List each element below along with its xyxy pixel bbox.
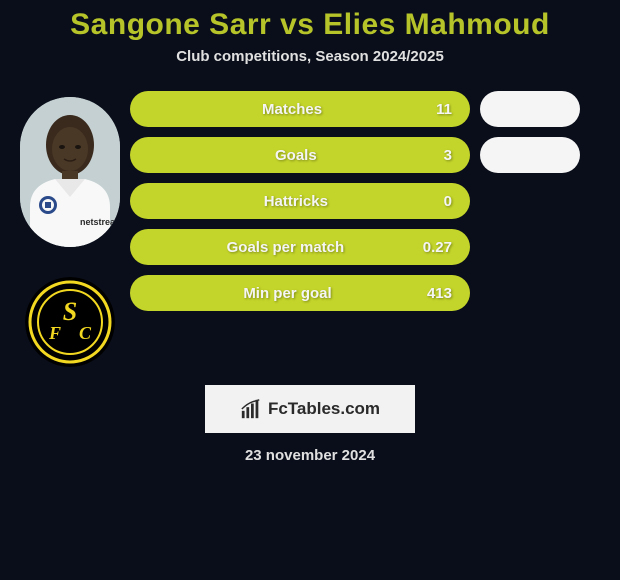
- stat-value-left: 0: [444, 193, 452, 210]
- footer-date: 23 november 2024: [245, 447, 375, 464]
- stat-pill-left: Min per goal 413: [130, 275, 470, 311]
- stat-row: Matches 11: [130, 91, 610, 127]
- stat-value-left: 413: [427, 285, 452, 302]
- page-subtitle: Club competitions, Season 2024/2025: [0, 48, 620, 65]
- stat-label: Goals per match: [148, 239, 423, 256]
- player-avatar-icon: netstream: [20, 97, 120, 247]
- stat-value-left: 11: [436, 101, 452, 118]
- svg-text:C: C: [79, 323, 92, 343]
- stat-label: Goals: [148, 147, 444, 164]
- svg-text:F: F: [48, 323, 61, 343]
- chart-bars-icon: [240, 398, 262, 420]
- stat-label: Min per goal: [148, 285, 427, 302]
- svg-text:S: S: [63, 297, 77, 326]
- stat-pill-right: [480, 137, 580, 173]
- stat-pill-right: [480, 91, 580, 127]
- stat-value-left: 3: [444, 147, 452, 164]
- comparison-card: Sangone Sarr vs Elies Mahmoud Club compe…: [0, 0, 620, 580]
- main-area: netstream S F C Matches 11: [0, 89, 620, 367]
- footer: FcTables.com 23 november 2024: [0, 385, 620, 464]
- stat-pill-left: Matches 11: [130, 91, 470, 127]
- brand-text: FcTables.com: [268, 399, 380, 419]
- stat-row: Hattricks 0: [130, 183, 610, 219]
- left-column: netstream S F C: [10, 89, 130, 367]
- stat-row: Min per goal 413: [130, 275, 610, 311]
- stat-row: Goals per match 0.27: [130, 229, 610, 265]
- stats-column: Matches 11 Goals 3 Hattricks 0: [130, 89, 610, 367]
- brand-badge: FcTables.com: [205, 385, 415, 433]
- stat-pill-left: Goals 3: [130, 137, 470, 173]
- club-badge-icon: S F C: [25, 277, 115, 367]
- svg-text:netstream: netstream: [80, 217, 120, 227]
- club-logo: S F C: [25, 277, 115, 367]
- stat-pill-left: Goals per match 0.27: [130, 229, 470, 265]
- stat-value-left: 0.27: [423, 239, 452, 256]
- stat-row: Goals 3: [130, 137, 610, 173]
- player-photo: netstream: [20, 97, 120, 247]
- page-title: Sangone Sarr vs Elies Mahmoud: [0, 8, 620, 42]
- stat-label: Matches: [148, 101, 436, 118]
- stat-label: Hattricks: [148, 193, 444, 210]
- stat-pill-left: Hattricks 0: [130, 183, 470, 219]
